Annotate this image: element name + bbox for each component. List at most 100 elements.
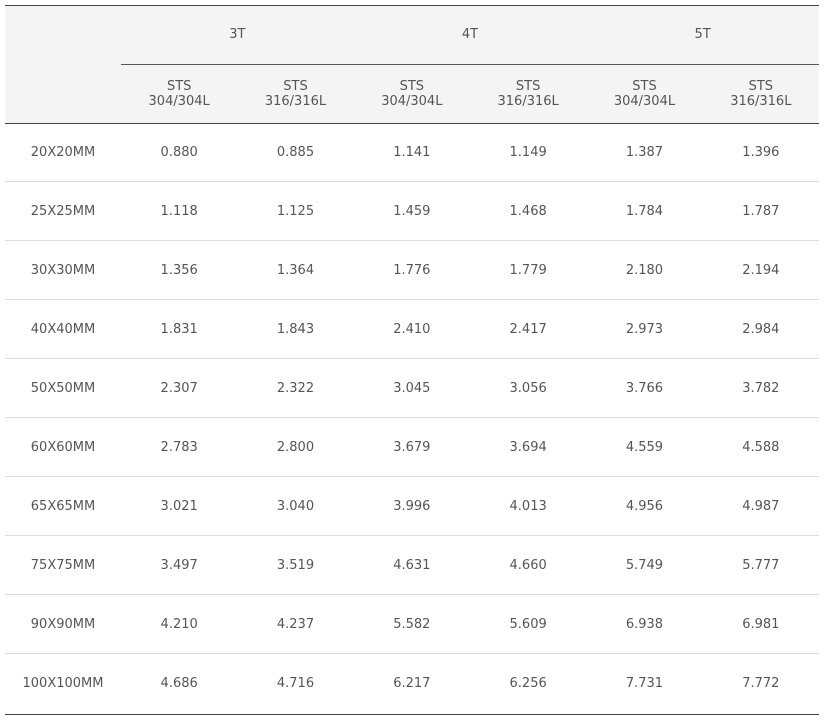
value-cell: 5.749 [586,535,703,595]
value-cell: 4.237 [237,594,354,654]
value-cell: 3.045 [353,358,470,418]
group-header-3t: 3T [121,5,354,65]
group-header-5t: 5T [586,5,819,65]
table-row: 30X30MM 1.356 1.364 1.776 1.779 2.180 2.194 [5,240,819,300]
subheader-line2: 304/304L [613,94,676,109]
size-cell: 50X50MM [5,358,121,418]
size-cell: 75X75MM [5,535,121,595]
header-bottom-rule [5,123,819,124]
subheader-line2: 316/316L [730,94,792,109]
value-cell: 1.118 [121,181,238,241]
value-cell: 1.141 [393,144,431,160]
value-cell: 2.973 [586,299,703,359]
value-cell: 0.885 [276,144,315,160]
value-cell: 5.582 [353,594,470,654]
subheader-line1: STS [283,79,308,94]
value-cell: 4.956 [586,476,703,536]
table-top-rule [5,5,819,6]
value-cell: 2.984 [702,299,819,359]
value-cell: 5.777 [702,535,819,595]
subheader-line1: STS [748,79,774,94]
table-row: 90X90MM 4.210 4.237 5.582 5.609 6.938 6.981 [5,594,819,654]
table-row: 25X25MM 1.118 1.125 1.459 1.468 1.784 1.787 [5,181,819,241]
value-cell: 1.843 [237,299,354,359]
subheader-line1: STS [399,79,425,94]
size-cell: 25X25MM [5,181,121,241]
value-cell: 3.056 [469,358,587,418]
table-row: 20X20MM 0.880 0.885 1.141 1.149 1.387 1.396 [5,123,819,182]
value-cell: 1.784 [586,181,703,241]
value-cell: 7.731 [586,653,703,712]
value-cell: 0.880 [160,144,198,160]
value-cell: 3.519 [237,535,354,595]
value-cell: 6.217 [353,653,470,712]
value-cell: 1.149 [509,144,547,160]
spec-table-container: 3T 4T 5T STS 304/304L STS 316/316L STS 304/… [5,5,819,715]
table-body: 20X20MM 0.880 0.885 1.141 1.149 1.387 1.396 25… [5,123,819,712]
value-cell: 1.125 [237,181,354,241]
subheader-cell: STS 304/304L [586,64,703,123]
subheader-line2: 316/316L [264,94,327,109]
value-cell: 3.497 [121,535,238,595]
table-header: 3T 4T 5T STS 304/304L STS 316/316L STS 304/… [5,5,819,123]
table-bottom-rule [5,714,819,715]
value-cell: 3.996 [353,476,470,536]
value-cell: 1.356 [121,240,238,300]
subheader-line1: STS [166,79,192,94]
value-cell: 4.987 [702,476,819,536]
group-header-row: 3T 4T 5T [5,5,819,123]
value-cell: 4.631 [353,535,470,595]
subheader-cell: STS 304/304L [121,64,238,123]
value-cell: 2.180 [586,240,703,300]
value-cell: 6.938 [586,594,703,654]
size-cell: 100X100MM [5,653,121,712]
value-cell: 3.679 [353,417,470,477]
value-cell: 2.307 [121,358,238,418]
size-cell: 65X65MM [5,476,121,536]
value-cell: 2.783 [121,417,238,477]
value-cell: 3.694 [469,417,587,477]
table-row: 75X75MM 3.497 3.519 4.631 4.660 5.749 5.777 [5,535,819,595]
value-cell: 1.396 [742,144,780,160]
value-cell: 1.831 [121,299,238,359]
value-cell: 6.981 [702,594,819,654]
value-cell: 1.776 [353,240,470,300]
subheader-line2: 316/316L [497,94,559,109]
value-cell: 4.660 [469,535,587,595]
subheader-line1: STS [515,79,541,94]
size-cell: 90X90MM [5,594,121,654]
weight-spec-table: 3T 4T 5T STS 304/304L STS 316/316L STS 304/… [5,5,819,712]
value-cell: 7.772 [702,653,819,712]
subheader-cell: STS 304/304L [353,64,470,123]
value-cell: 6.256 [469,653,587,712]
table-row: 100X100MM 4.686 4.716 6.217 6.256 7.731 7.772 [5,653,819,712]
table-row: 50X50MM 2.307 2.322 3.045 3.056 3.766 3.782 [5,358,819,418]
value-cell: 2.322 [237,358,354,418]
value-cell: 4.588 [702,417,819,477]
group-header-4t: 4T [353,5,587,65]
value-cell: 4.210 [121,594,238,654]
value-cell: 1.787 [702,181,819,241]
value-cell: 3.782 [702,358,819,418]
value-cell: 1.468 [469,181,587,241]
value-cell: 2.800 [237,417,354,477]
value-cell: 2.410 [353,299,470,359]
table-row: 60X60MM 2.783 2.800 3.679 3.694 4.559 4.588 [5,417,819,477]
size-cell: 30X30MM [5,240,121,300]
size-cell: 40X40MM [5,299,121,359]
value-cell: 3.766 [586,358,703,418]
value-cell: 4.716 [237,653,354,712]
value-cell: 4.559 [586,417,703,477]
subheader-line1: STS [632,79,657,94]
value-cell: 1.387 [625,144,664,160]
value-cell: 3.021 [121,476,238,536]
subheader-row: STS 304/304L STS 316/316L STS 304/304L STS 3… [5,64,819,123]
subheader-cell: STS 316/316L [237,64,354,123]
value-cell: 1.779 [469,240,587,300]
corner-cell [5,5,121,123]
subheader-cell: STS 316/316L [469,64,587,123]
subheader-line2: 304/304L [148,94,210,109]
value-cell: 2.417 [469,299,587,359]
value-cell: 1.364 [237,240,354,300]
value-cell: 4.013 [469,476,587,536]
